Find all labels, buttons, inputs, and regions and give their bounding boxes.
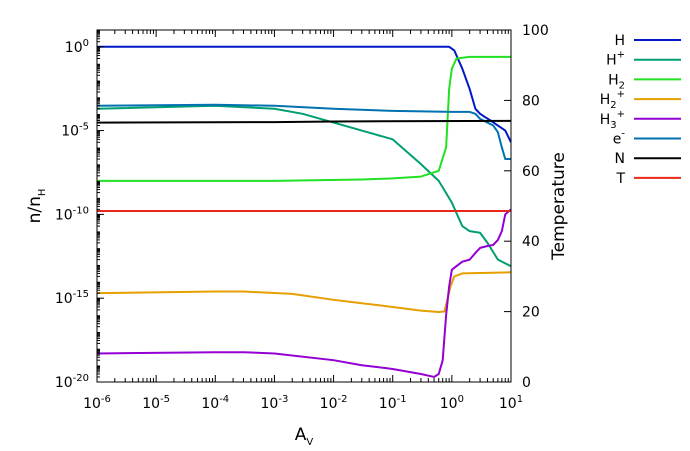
y2-tick-label: 40 — [522, 234, 540, 250]
legend-label: H2+ — [600, 89, 625, 111]
y2-tick-label: 100 — [522, 23, 549, 39]
x-tick-label: 101 — [499, 394, 523, 412]
y-tick-label: 10-5 — [61, 122, 89, 140]
ticks-layer — [96, 29, 512, 383]
labels-layer: 10-6 10-5 10-4 10-3 10-2 10-1 100 101 100 10-5 10-… — [25, 23, 569, 448]
x-tick-label: 10-5 — [142, 394, 170, 412]
y2-tick-label: 0 — [522, 375, 531, 391]
x-tick-label: 10-4 — [201, 394, 229, 412]
series-line-1-h-plus — [97, 104, 511, 268]
x-tick-label: 10-6 — [83, 394, 111, 412]
legend-label: H3+ — [600, 109, 625, 131]
x-tick-label: 100 — [440, 394, 464, 412]
legend-label: H+ — [606, 50, 625, 69]
y2-tick-label: 20 — [522, 305, 540, 321]
y-axis-label: n/nH — [25, 189, 48, 224]
y2-tick-label: 60 — [522, 164, 540, 180]
x-tick-label: 10-1 — [379, 394, 407, 412]
y2-tick-label: 80 — [522, 93, 540, 109]
legend-label: H — [614, 33, 625, 49]
x-tick-label: 10-2 — [320, 394, 348, 412]
legend-label: H2 — [608, 72, 625, 91]
series-layer — [97, 45, 511, 378]
x-axis-label: AV — [295, 425, 314, 448]
x-tick-label: 10-3 — [261, 394, 289, 412]
y2-axis-label: Temperature — [549, 152, 569, 261]
y-tick-label: 10-10 — [55, 205, 89, 223]
series-line-6-n — [97, 119, 511, 124]
legend-label: e- — [613, 129, 626, 148]
y-tick-label: 10-20 — [55, 373, 89, 391]
y-tick-label: 100 — [65, 38, 89, 56]
plot-frame — [96, 29, 512, 383]
legend-label: T — [615, 171, 625, 187]
series-line-5-e-plus — [97, 103, 511, 161]
series-line-4-h-plus3 — [97, 208, 511, 378]
series-line-2-h2 — [97, 55, 511, 182]
legend-label: N — [615, 151, 625, 167]
y-tick-label: 10-15 — [55, 289, 89, 307]
series-line-3-h-plus2 — [97, 271, 511, 313]
series-line-0-h — [97, 45, 511, 143]
